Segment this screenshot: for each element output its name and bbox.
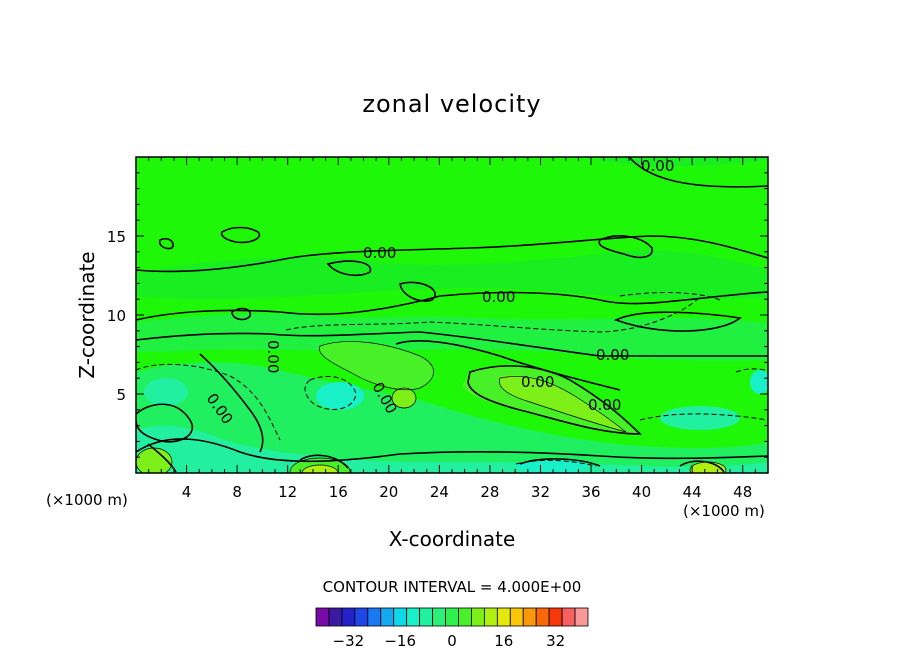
x-axis-label: X-coordinate [389, 527, 516, 551]
contour-label: 0.00 [596, 346, 629, 364]
colorbar-swatch [419, 607, 433, 627]
colorbar-swatch [380, 607, 395, 627]
cyan-pocket-3 [750, 370, 768, 394]
x-tick-label: 8 [232, 483, 242, 501]
plot-area [136, 157, 768, 473]
contour-label: 0.00 [641, 157, 674, 175]
colorbar-swatch [445, 607, 459, 627]
colorbar-swatch [341, 607, 356, 627]
y-tick-label: 10 [107, 307, 126, 325]
colorbar-tick-label: −32 [333, 632, 365, 650]
contour-label: 0.00 [482, 288, 515, 306]
cyan-pocket-2 [516, 459, 588, 473]
band-lower [136, 362, 768, 473]
y-axis-label: Z-coordinate [75, 251, 99, 378]
band-upper [136, 250, 768, 300]
colorbar-swatch [509, 607, 524, 627]
colorbar-swatch [432, 607, 446, 627]
colorbar-swatch [548, 607, 563, 627]
contour-label: 0.00 [588, 396, 621, 414]
positive-contours [136, 341, 727, 473]
cyan-pocket-1 [316, 382, 364, 410]
x-tick-label: 24 [430, 483, 449, 501]
x-tick-label: 20 [379, 483, 398, 501]
contour-label: 0.00 [521, 373, 554, 391]
colorbar [315, 607, 589, 627]
x-tick-label: 28 [480, 483, 499, 501]
colorbar-swatch [535, 607, 550, 627]
colorbar-swatch [496, 607, 511, 627]
colorbar-swatch [393, 607, 408, 627]
x-tick-label: 48 [733, 483, 752, 501]
colorbar-swatch [561, 607, 576, 627]
cyan-pocket-4 [144, 378, 188, 406]
colorbar-swatch [328, 607, 343, 627]
y-axis: 5 10 15 [107, 172, 768, 458]
positive-mid-core [392, 388, 416, 408]
band-mid [136, 313, 768, 361]
colorbar-swatch [471, 607, 485, 627]
contour-label: 0.00 [264, 340, 282, 373]
cyan-pocket-5 [660, 406, 740, 430]
x-tick-label: 36 [581, 483, 600, 501]
zero-contours [136, 157, 768, 473]
x-unit-right: (×1000 m) [683, 502, 765, 520]
positive-ridge-core [499, 375, 626, 432]
positive-mid [319, 341, 434, 390]
colorbar-swatch [483, 607, 498, 627]
colorbar-tick-label: 16 [494, 632, 513, 650]
colorbar-tick-label: 0 [447, 632, 457, 650]
colorbar-swatch [315, 607, 330, 627]
colorbar-swatch [522, 607, 537, 627]
colorbar-swatch [367, 607, 382, 627]
x-tick-label: 12 [278, 483, 297, 501]
colorbar-ticks: −32 −16 0 16 32 [333, 632, 566, 650]
contour-interval-label: CONTOUR INTERVAL = 4.000E+00 [323, 578, 582, 596]
colorbar-swatch [574, 607, 589, 627]
x-axis: 4 8 12 16 20 24 28 32 36 40 44 48 [148, 157, 756, 501]
colorbar-tick-label: −16 [384, 632, 416, 650]
y-tick-label: 5 [116, 386, 126, 404]
bottom-jet-2 [136, 448, 172, 473]
colorbar-tick-label: 32 [546, 632, 565, 650]
x-tick-label: 4 [182, 483, 192, 501]
x-tick-label: 32 [531, 483, 550, 501]
x-tick-label: 40 [632, 483, 651, 501]
colorbar-swatch [458, 607, 472, 627]
bottom-jet-1b [302, 465, 338, 473]
x-tick-label: 44 [683, 483, 702, 501]
y-tick-label: 15 [107, 228, 126, 246]
contour-label: 0.00 [363, 244, 396, 262]
colorbar-swatch [406, 607, 421, 627]
x-tick-label: 16 [329, 483, 348, 501]
x-unit-left: (×1000 m) [46, 491, 128, 509]
colorbar-swatch [354, 607, 369, 627]
chart-title: zonal velocity [362, 90, 541, 118]
